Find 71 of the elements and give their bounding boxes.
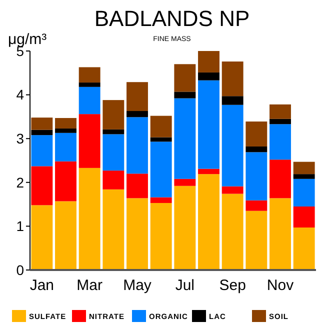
y-tick-label: 4 xyxy=(16,86,24,103)
bar xyxy=(270,198,291,270)
bar xyxy=(126,82,148,112)
bar xyxy=(150,116,172,138)
bar xyxy=(222,62,244,96)
bar xyxy=(78,67,100,83)
bar xyxy=(174,92,196,98)
bar xyxy=(102,170,124,190)
y-tick-label: 3 xyxy=(16,130,24,146)
y-tick-label: 2 xyxy=(16,174,24,190)
x-tick-label: Mar xyxy=(76,277,103,294)
bar xyxy=(198,174,220,270)
bar xyxy=(55,132,76,162)
x-tick-label: Jul xyxy=(175,277,195,294)
bar xyxy=(78,168,100,270)
bar xyxy=(222,96,244,105)
bar xyxy=(31,205,53,270)
bar xyxy=(102,100,124,130)
y-tick-label: 1 xyxy=(16,218,24,234)
bar xyxy=(126,198,148,270)
bar xyxy=(270,118,291,124)
bar xyxy=(150,202,172,270)
x-tick-label: Nov xyxy=(266,277,294,294)
bar xyxy=(174,186,196,270)
bar xyxy=(293,162,315,174)
x-tick-label: Jan xyxy=(30,277,54,294)
bar xyxy=(150,197,172,203)
x-tick-label: May xyxy=(123,277,152,294)
bar xyxy=(246,200,268,211)
bar xyxy=(174,64,196,92)
y-tick-label: 0 xyxy=(16,262,24,278)
bar xyxy=(78,82,100,87)
x-tick-label: Sep xyxy=(219,277,246,294)
bar xyxy=(270,124,291,160)
bar xyxy=(126,111,148,118)
bar xyxy=(198,51,220,72)
bar xyxy=(78,86,100,114)
bar xyxy=(150,137,172,142)
bar xyxy=(55,118,76,129)
bar xyxy=(102,189,124,270)
bar xyxy=(150,142,172,198)
chart-title: BADLANDS NP xyxy=(94,6,250,31)
bar xyxy=(198,72,220,80)
bar xyxy=(55,161,76,202)
bar xyxy=(31,118,53,130)
bar xyxy=(246,210,268,270)
bar xyxy=(293,228,315,270)
bar xyxy=(102,134,124,171)
bar xyxy=(174,98,196,179)
bar xyxy=(31,135,53,166)
bar xyxy=(293,206,315,228)
bar xyxy=(270,104,291,119)
bar xyxy=(222,104,244,186)
bar xyxy=(126,117,148,174)
bar xyxy=(55,201,76,270)
bar xyxy=(55,128,76,133)
bar xyxy=(78,114,100,168)
bar xyxy=(102,129,124,134)
bar xyxy=(293,178,315,206)
bar xyxy=(270,160,291,198)
bar xyxy=(31,166,53,206)
bar xyxy=(246,122,268,146)
bar xyxy=(246,146,268,152)
bar xyxy=(222,194,244,270)
bar xyxy=(293,174,315,179)
bar xyxy=(198,168,220,174)
bar xyxy=(126,174,148,198)
bar xyxy=(198,80,220,169)
bar xyxy=(174,178,196,186)
bar xyxy=(222,186,244,194)
bar xyxy=(246,152,268,200)
